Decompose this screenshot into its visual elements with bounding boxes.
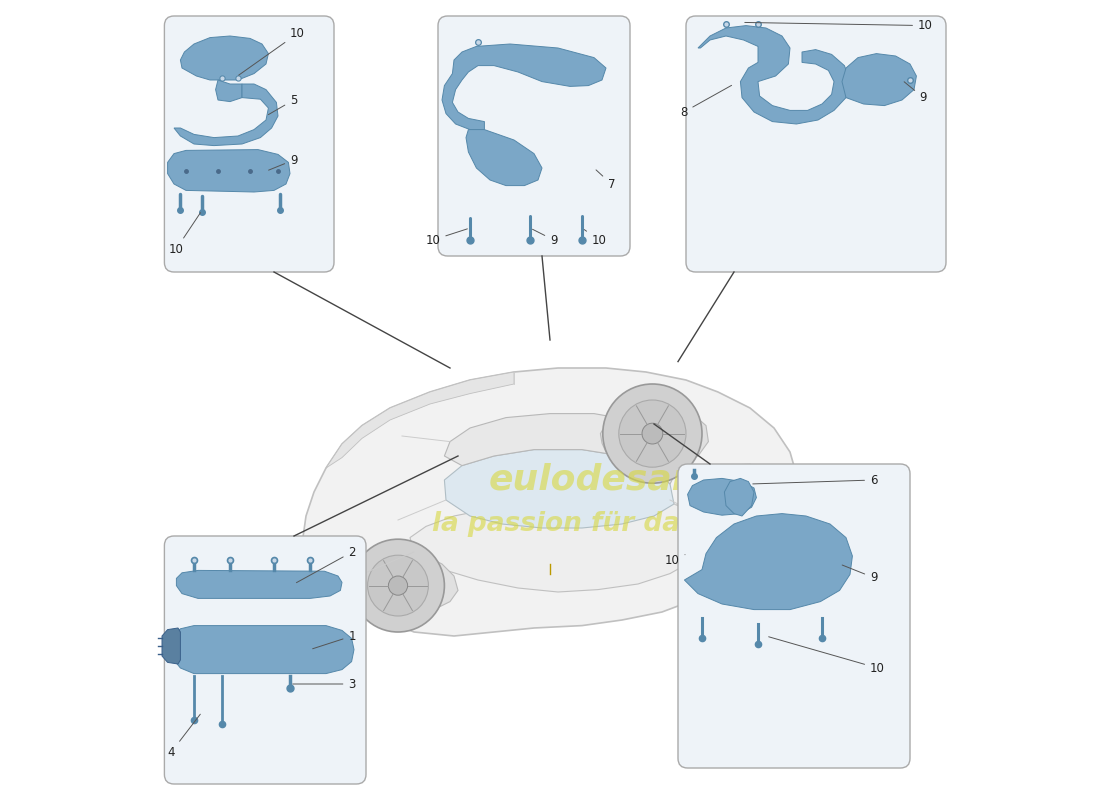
- Polygon shape: [162, 628, 180, 664]
- Polygon shape: [442, 44, 606, 130]
- Polygon shape: [466, 130, 542, 186]
- Text: 5: 5: [268, 94, 297, 114]
- Polygon shape: [725, 478, 754, 516]
- Polygon shape: [842, 54, 916, 106]
- Polygon shape: [688, 478, 757, 515]
- Text: 10: 10: [769, 637, 884, 674]
- Text: 10: 10: [584, 230, 606, 246]
- Text: 10: 10: [745, 19, 933, 32]
- Text: 3: 3: [293, 678, 355, 690]
- Text: 9: 9: [532, 230, 558, 246]
- Text: eulodesare: eulodesare: [488, 463, 715, 497]
- FancyBboxPatch shape: [686, 16, 946, 272]
- Polygon shape: [342, 554, 458, 612]
- Text: 9: 9: [268, 154, 297, 170]
- Polygon shape: [684, 514, 853, 610]
- Text: 6: 6: [752, 474, 878, 486]
- Circle shape: [367, 555, 428, 616]
- Polygon shape: [444, 450, 674, 528]
- Circle shape: [388, 576, 408, 595]
- Circle shape: [603, 384, 702, 483]
- Text: 10: 10: [239, 27, 305, 75]
- Text: la passion für das auto: la passion für das auto: [432, 511, 772, 537]
- Polygon shape: [167, 150, 290, 192]
- Text: 9: 9: [904, 82, 927, 104]
- Text: 2: 2: [296, 546, 356, 582]
- Text: 7: 7: [596, 170, 615, 190]
- Polygon shape: [410, 498, 710, 592]
- Polygon shape: [216, 80, 242, 102]
- Circle shape: [619, 400, 686, 467]
- Polygon shape: [170, 626, 354, 674]
- Text: 10: 10: [664, 554, 685, 566]
- Text: 8: 8: [680, 86, 732, 118]
- Polygon shape: [444, 414, 678, 484]
- FancyBboxPatch shape: [164, 16, 334, 272]
- Polygon shape: [174, 84, 278, 146]
- Polygon shape: [176, 570, 342, 598]
- Text: 1: 1: [312, 630, 356, 649]
- Polygon shape: [180, 36, 268, 80]
- Polygon shape: [698, 26, 850, 124]
- Circle shape: [352, 539, 444, 632]
- Polygon shape: [302, 368, 798, 636]
- Polygon shape: [601, 406, 708, 468]
- Text: 10: 10: [168, 213, 200, 256]
- Circle shape: [642, 423, 663, 444]
- Polygon shape: [326, 372, 514, 468]
- FancyBboxPatch shape: [438, 16, 630, 256]
- Text: 9: 9: [843, 565, 878, 584]
- Text: 10: 10: [426, 229, 467, 246]
- FancyBboxPatch shape: [164, 536, 366, 784]
- FancyBboxPatch shape: [678, 464, 910, 768]
- Text: 4: 4: [167, 714, 200, 758]
